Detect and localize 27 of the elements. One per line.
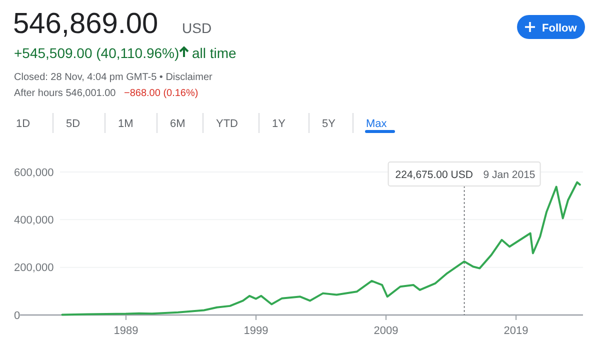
text: Closed: 28 Nov, 4:04 pm GMT-5 • Disclaimer	[14, 72, 214, 83]
x-tick-label: 1999	[244, 325, 268, 337]
x-tick-label: 1989	[114, 325, 138, 337]
text: 1D	[16, 118, 30, 130]
y-tick-label: 0	[14, 310, 20, 322]
text: 5Y	[322, 118, 336, 130]
y-tick-label: 200,000	[14, 262, 54, 274]
text: 1M	[118, 118, 134, 130]
text: −868.00 (0.16%)	[124, 88, 198, 99]
text: USD	[182, 20, 212, 36]
text: After hours 546,001.00	[14, 88, 116, 99]
annotation: 9 Jan 2015	[483, 169, 536, 181]
y-tick-label: 600,000	[14, 166, 54, 179]
x-tick-label: 2009	[374, 325, 398, 337]
chart-title: 546,869.00	[13, 8, 158, 40]
text: 1Y	[272, 118, 286, 130]
text: 5D	[66, 118, 80, 130]
x-tick-label: 2019	[504, 325, 528, 337]
text: Follow	[542, 22, 578, 34]
y-tick-label: 400,000	[14, 214, 54, 227]
annotation: 224,675.00 USD	[395, 169, 474, 181]
text: Max	[366, 118, 388, 130]
text: all time	[192, 45, 237, 61]
text: YTD	[216, 118, 238, 130]
text: +545,509.00 (40,110.96%)	[14, 45, 180, 61]
line-series	[61, 181, 581, 316]
text: 6M	[170, 118, 186, 130]
